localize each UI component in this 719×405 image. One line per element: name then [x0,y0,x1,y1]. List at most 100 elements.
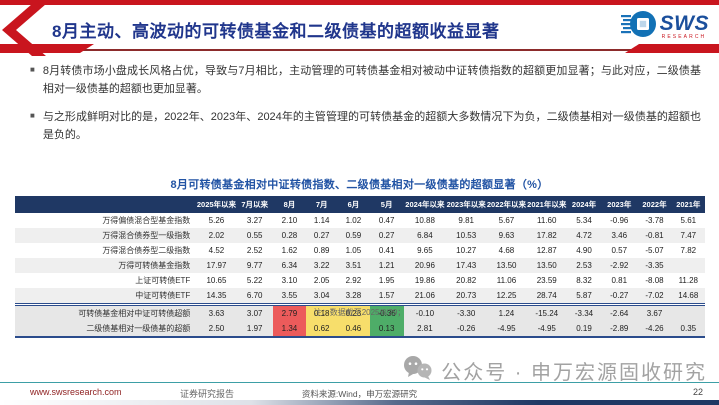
table-cell: 1.34 [272,321,307,338]
table-cell: 11.60 [537,216,557,225]
table-cell: 6.84 [417,231,433,240]
sws-logo: SWS RESEARCH [620,8,709,45]
table-cell: 0.27 [378,231,395,240]
table-cell: 20.96 [414,261,435,270]
column-header: 2022年 [637,196,672,213]
table-cell: -2.89 [601,321,638,338]
table-cell: 3.27 [246,216,263,225]
table-cell: 3.55 [281,291,298,300]
sws-globe-icon [620,8,657,45]
table-cell: 5.61 [680,216,697,225]
table-cell: 20.82 [456,276,477,285]
logo-text: SWS [659,12,709,35]
table-cell: 6.70 [246,291,263,300]
table-cell: 1.14 [313,216,330,225]
table-cell: -0.96 [610,216,629,225]
table-cell: 0.18 [306,303,338,321]
table-cell: -0.10 [403,303,447,321]
table-cell: 5.87 [576,291,592,300]
table-cell: 0.55 [246,231,263,240]
table-row: 中证可转债ETF 14.35 6.70 3.55 3.04 3.28 1.57 21.06 20… [15,288,705,305]
table-cell: -4.95 [486,321,527,338]
table-cell: 2.05 [313,276,330,285]
table-cell: 17.82 [536,231,557,240]
table-row: 万得可转债基金指数 17.97 9.77 6.34 3.22 3.51 1.21 20.96 1… [15,258,705,273]
table-cell: 5.67 [498,216,515,225]
table-cell: 0.41 [378,246,395,255]
table-cell: 0.89 [313,246,330,255]
table-cell: 2.10 [281,216,298,225]
table-cell: 10.65 [206,276,227,285]
table-cell: 1.05 [345,246,362,255]
table-cell: 2.79 [272,303,307,321]
table-cell: 14.68 [678,291,699,300]
table-cell: 9.77 [246,261,263,270]
row-label: 万得偏债混合型基金指数 [102,216,191,225]
title-underline-band [0,42,719,53]
table-cell: -0.81 [645,231,664,240]
table-cell: -3.34 [566,303,602,321]
bottom-accent-bar [0,400,719,405]
watermark-text: 公众号 · 申万宏源固收研究 [441,362,707,384]
bullet-item: ■ 与之形成鲜明对比的是，2022年、2023年、2024年的主管管理的可转债基… [30,108,701,145]
table-cell: -4.95 [526,321,567,338]
column-header: 2022年以来 [486,196,527,213]
table-cell: 7.47 [680,231,697,240]
table-cell: 11.06 [496,276,517,285]
row-label: 中证可转债ETF [135,291,191,300]
column-header: 2023年 [601,196,638,213]
table-cell: 17.97 [206,261,227,270]
table-cell: 9.65 [417,246,433,255]
row-label: 二级债基相对一级债基的超额 [15,321,197,338]
table-cell: 9.81 [458,216,474,225]
table-row: 二级债基相对一级债基的超额 2.50 1.97 1.34 0.62 0.46 0.13 2.8… [15,321,705,338]
table-cell: 3.04 [313,291,330,300]
table-cell: -7.02 [645,291,664,300]
bullet-text: 与之形成鲜明对比的是，2022年、2023年、2024年的主管管理的可转债基金的… [42,110,701,142]
bullet-text: 8月转债市场小盘成长风格占优，导致与7月相比，主动管理的可转债基金相对被动中证转… [42,65,701,96]
column-header [15,196,197,213]
table-cell: 0.23 [337,303,370,321]
table-cell: 1.97 [236,321,273,338]
column-header: 2024年 [566,196,602,213]
table-cell: 0.59 [345,231,362,240]
table-cell: 23.59 [536,276,557,285]
table-cell: 0.57 [611,246,628,255]
table-cell: 3.46 [611,231,628,240]
row-label: 万得混合债券型二级指数 [102,246,191,255]
column-header: 5月 [369,196,404,213]
table-cell: 4.52 [208,246,225,255]
table-cell: -2.64 [601,303,638,321]
table-cell: 1.57 [378,291,395,300]
table-cell: 2.02 [208,231,225,240]
table-cell: -3.78 [645,216,664,225]
table-title: 8月可转债基金相对中证转债指数、二级债基相对一级债基的超额显著（%） [170,179,549,191]
top-accent-bar [0,0,719,5]
table-cell: 13.50 [536,261,557,270]
table-cell: -0.26 [446,321,487,338]
table-cell: 12.25 [496,291,517,300]
table-cell: 3.07 [236,303,273,321]
table-row: 万得混合债券型二级指数 4.52 2.52 1.62 0.89 1.05 0.41 9.65 1… [15,243,705,258]
logo-subtext: RESEARCH [661,34,707,40]
column-header: 2023年以来 [446,196,487,213]
table-cell: 21.06 [414,291,435,300]
table-cell: 3.10 [281,276,298,285]
table-cell: -3.30 [446,303,487,321]
table-cell: -0.36 [369,303,404,321]
table-cell: 4.72 [576,231,592,240]
table-cell: 19.86 [414,276,435,285]
row-label: 可转债基金相对中证可转债超额 [15,303,197,321]
table-cell: 0.35 [671,321,705,338]
table-cell: 3.51 [345,261,362,270]
table-cell: 0.13 [369,321,404,338]
table-cell: 0.81 [611,276,628,285]
table-cell: 2.53 [576,261,592,270]
table-cell: -8.08 [645,276,664,285]
wechat-icon [403,355,433,386]
column-header: 7月 [306,196,338,213]
table-cell: 0.27 [313,231,330,240]
table-cell: 5.34 [576,216,592,225]
row-label: 万得可转债基金指数 [118,261,191,270]
